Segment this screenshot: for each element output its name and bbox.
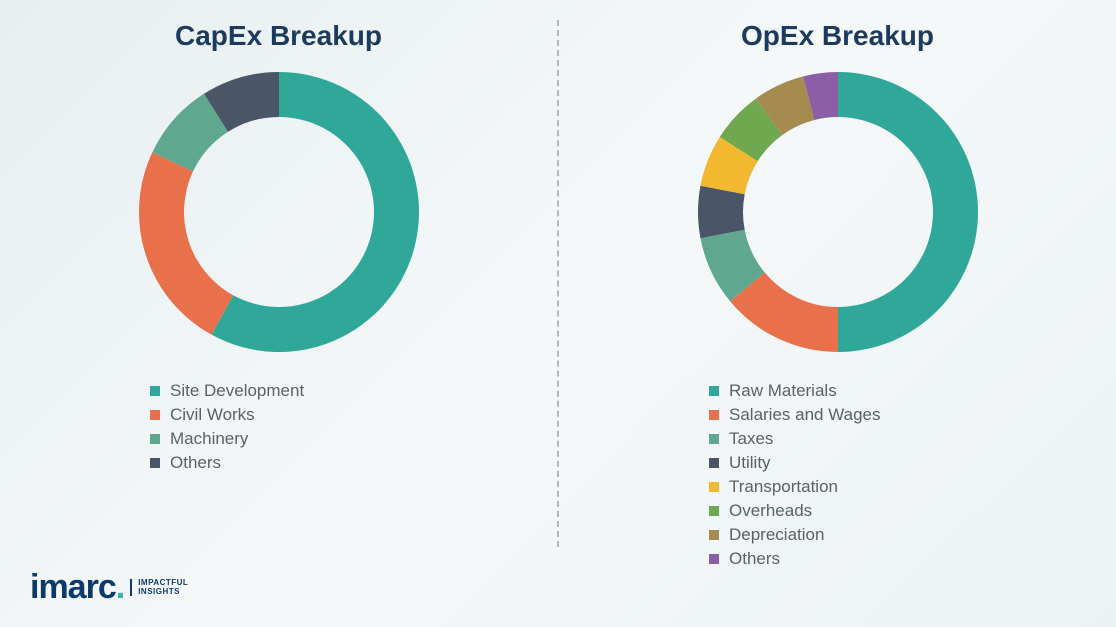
legend-label: Site Development: [170, 381, 304, 401]
legend-swatch: [150, 434, 160, 444]
legend-item: Machinery: [150, 429, 304, 449]
opex-legend: Raw Materials Salaries and Wages Taxes Util…: [709, 377, 881, 573]
capex-legend: Site Development Civil Works Machinery Othe…: [150, 377, 304, 477]
logo-word: imarc: [30, 568, 116, 606]
logo-tag-line2: INSIGHTS: [138, 587, 180, 596]
legend-item: Civil Works: [150, 405, 304, 425]
legend-label: Raw Materials: [729, 381, 837, 401]
opex-title: OpEx Breakup: [741, 20, 934, 52]
donut-slice: [698, 186, 745, 238]
legend-label: Civil Works: [170, 405, 255, 425]
opex-panel: OpEx Breakup Raw Materials Salaries and W…: [559, 0, 1116, 627]
opex-donut-svg: [688, 62, 988, 362]
legend-item: Raw Materials: [709, 381, 881, 401]
legend-label: Salaries and Wages: [729, 405, 881, 425]
legend-label: Taxes: [729, 429, 773, 449]
legend-label: Overheads: [729, 501, 812, 521]
capex-title: CapEx Breakup: [175, 20, 382, 52]
legend-swatch: [709, 506, 719, 516]
legend-item: Others: [150, 453, 304, 473]
donut-slice: [138, 152, 232, 334]
capex-donut: [129, 62, 429, 362]
legend-item: Taxes: [709, 429, 881, 449]
logo-tag-line1: IMPACTFUL: [138, 578, 188, 587]
legend-swatch: [150, 410, 160, 420]
legend-swatch: [709, 434, 719, 444]
legend-item: Depreciation: [709, 525, 881, 545]
legend-item: Others: [709, 549, 881, 569]
legend-item: Overheads: [709, 501, 881, 521]
legend-label: Depreciation: [729, 525, 824, 545]
donut-slice: [838, 72, 978, 352]
legend-item: Transportation: [709, 477, 881, 497]
legend-swatch: [709, 482, 719, 492]
legend-swatch: [709, 530, 719, 540]
capex-panel: CapEx Breakup Site Development Civil Work…: [0, 0, 557, 627]
legend-label: Machinery: [170, 429, 248, 449]
legend-item: Site Development: [150, 381, 304, 401]
logo-dot: .: [116, 568, 124, 606]
opex-donut: [688, 62, 988, 362]
capex-donut-svg: [129, 62, 429, 362]
legend-label: Others: [170, 453, 221, 473]
legend-swatch: [150, 386, 160, 396]
brand-logo: imarc. IMPACTFUL INSIGHTS: [30, 568, 188, 607]
legend-label: Transportation: [729, 477, 838, 497]
legend-label: Utility: [729, 453, 771, 473]
logo-text: imarc.: [30, 568, 124, 607]
legend-swatch: [709, 458, 719, 468]
legend-label: Others: [729, 549, 780, 569]
charts-container: CapEx Breakup Site Development Civil Work…: [0, 0, 1116, 627]
legend-swatch: [150, 458, 160, 468]
legend-swatch: [709, 386, 719, 396]
legend-item: Salaries and Wages: [709, 405, 881, 425]
legend-swatch: [709, 410, 719, 420]
legend-swatch: [709, 554, 719, 564]
legend-item: Utility: [709, 453, 881, 473]
logo-tagline: IMPACTFUL INSIGHTS: [130, 579, 188, 597]
